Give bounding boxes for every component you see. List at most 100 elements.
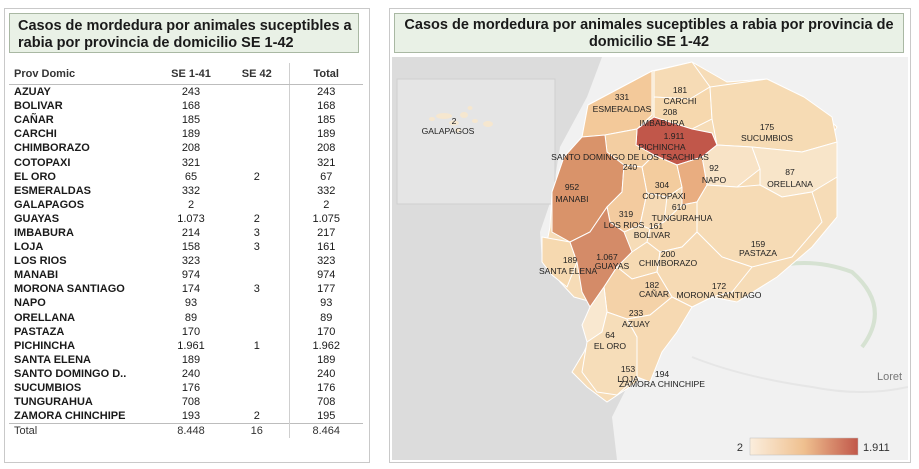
choropleth-map[interactable]: 331ESMERALDAS181CARCHI208IMBABURA1.911PI… (392, 57, 908, 460)
map-name-napo: NAPO (702, 175, 727, 185)
province-cell: MANABI (14, 269, 58, 282)
table-row[interactable]: LOJA 158 3 161 (9, 240, 363, 255)
map-name-pichincha: PICHINCHA (638, 142, 686, 152)
table-row[interactable]: CHIMBORAZO 208 208 (9, 141, 363, 156)
table-row[interactable]: COTOPAXI 321 321 (9, 155, 363, 170)
table-row[interactable]: ZAMORA CHINCHIPE 193 2 195 (9, 409, 363, 424)
map-value-imbabura: 208 (663, 107, 678, 117)
table-row[interactable]: MORONA SANTIAGO 174 3 177 (9, 282, 363, 297)
map-name-bolivar: BOLIVAR (634, 230, 671, 240)
map-name-manabi: MANABI (556, 194, 589, 204)
river (771, 261, 877, 349)
table-row[interactable]: BOLIVAR 168 168 (9, 99, 363, 114)
province-cell: CHIMBORAZO (14, 142, 90, 155)
table-row[interactable]: NAPO 93 93 (9, 296, 363, 311)
se1-41-cell: 193 (181, 410, 201, 423)
table-row[interactable]: ESMERALDAS 332 332 (9, 183, 363, 198)
total-cell: 8.464 (288, 423, 363, 439)
border-line (691, 356, 908, 393)
se42-cell (225, 268, 289, 282)
total-cell: 240 (288, 366, 363, 381)
table-row[interactable]: GUAYAS 1.073 2 1.075 (9, 211, 363, 226)
total-cell: 185 (288, 113, 363, 128)
table-total-row[interactable]: Total 8.448 16 8.464 (9, 423, 363, 439)
map-value-napo: 92 (709, 163, 719, 173)
se42-cell (225, 395, 289, 409)
table-row[interactable]: IMBABURA 214 3 217 (9, 225, 363, 241)
table-row[interactable]: SUCUMBIOS 176 176 (9, 380, 363, 396)
map-value-sucumbios: 175 (760, 122, 775, 132)
map-name-carchi: CARCHI (664, 96, 697, 106)
table-row[interactable]: EL ORO 65 2 67 (9, 169, 363, 184)
map-value-el-oro: 64 (605, 330, 615, 340)
map-value-los-rios: 319 (619, 209, 634, 219)
map-value-pichincha: 1.911 (664, 131, 685, 141)
column-header[interactable]: SE 42 (225, 63, 289, 85)
legend-max-label: 1.911 (863, 442, 890, 454)
column-header[interactable]: Total (288, 63, 363, 85)
se42-cell (225, 113, 289, 127)
map-name-cotopaxi: COTOPAXI (642, 191, 686, 201)
table-row[interactable]: PICHINCHA 1.961 1 1.962 (9, 338, 363, 353)
map-value-carchi: 181 (673, 85, 688, 95)
se1-41-cell: 974 (181, 269, 201, 282)
province-cell: NAPO (14, 297, 46, 310)
province-cell: Total (9, 423, 157, 439)
column-header[interactable]: Prov Domic (9, 63, 157, 85)
se1-41-cell: 189 (181, 353, 201, 366)
province-cell: SUCUMBIOS (14, 382, 82, 395)
se42-cell (225, 353, 289, 367)
se42-cell: 1 (253, 339, 260, 352)
total-cell: 1.075 (288, 211, 363, 226)
se1-41-cell: 185 (181, 114, 201, 127)
province-cell: GUAYAS (14, 212, 60, 225)
table-row[interactable]: TUNGURAHUA 708 708 (9, 395, 363, 410)
table-row[interactable]: MANABI 974 974 (9, 268, 363, 283)
se42-cell (225, 381, 289, 395)
map-value-pastaza: 159 (751, 239, 766, 249)
province-cell: PASTAZA (14, 325, 65, 338)
province-zamora-chinchipe[interactable] (626, 296, 693, 383)
se1-41-cell: 243 (181, 86, 201, 99)
se42-cell: 3 (253, 226, 260, 239)
province-cell: LOJA (14, 241, 44, 254)
se1-41-cell: 89 (184, 311, 198, 324)
total-cell: 170 (288, 324, 363, 339)
table-row[interactable]: ORELLANA 89 89 (9, 310, 363, 325)
map-name-loja: LOJA (617, 374, 639, 384)
province-cell: AZUAY (14, 86, 51, 99)
table-row[interactable]: CAÑAR 185 185 (9, 113, 363, 128)
table-header-row: Prov Domic SE 1-41 SE 42 Total (9, 63, 363, 85)
map-name-el-oro: EL ORO (594, 341, 626, 351)
province-cell: SANTO DOMINGO D.. (14, 367, 127, 380)
table-row[interactable]: SANTO DOMINGO D.. 240 240 (9, 366, 363, 381)
map-name-esmeraldas: ESMERALDAS (593, 104, 652, 114)
map-value-guayas: 1.067 (596, 252, 618, 262)
table-row[interactable]: GALAPAGOS 2 2 (9, 197, 363, 212)
se1-41-cell: 208 (181, 142, 201, 155)
map-value-zamora-chinchipe: 194 (655, 369, 670, 379)
column-header[interactable]: SE 1-41 (157, 63, 225, 85)
total-cell: 321 (288, 155, 363, 170)
table-row[interactable]: AZUAY 243 243 (9, 84, 363, 100)
galapagos-islands[interactable] (429, 106, 493, 132)
total-cell: 176 (288, 380, 363, 396)
total-cell: 89 (288, 310, 363, 325)
table-row[interactable]: SANTA ELENA 189 189 (9, 352, 363, 367)
map-value-esmeraldas: 331 (615, 92, 630, 102)
table-row[interactable]: LOS RIOS 323 323 (9, 254, 363, 269)
table-row[interactable]: CARCHI 189 189 (9, 127, 363, 142)
total-cell: 189 (288, 127, 363, 142)
table-panel: Casos de mordedura por animales suceptib… (4, 8, 370, 463)
se1-41-cell: 1.073 (177, 212, 205, 225)
table-row[interactable]: PASTAZA 170 170 (9, 324, 363, 339)
province-cell: LOS RIOS (14, 255, 67, 268)
map-name-orellana: ORELLANA (767, 179, 813, 189)
se42-cell: 16 (225, 423, 289, 439)
map-value-chimborazo: 200 (661, 249, 676, 259)
se42-cell (225, 311, 289, 325)
map-value-cotopaxi: 304 (655, 180, 670, 190)
total-cell: 168 (288, 99, 363, 114)
map-area[interactable]: 331 ESMERALDAS 181 CARCHI 208 IMBABURA 1.911 PI… (392, 57, 908, 460)
